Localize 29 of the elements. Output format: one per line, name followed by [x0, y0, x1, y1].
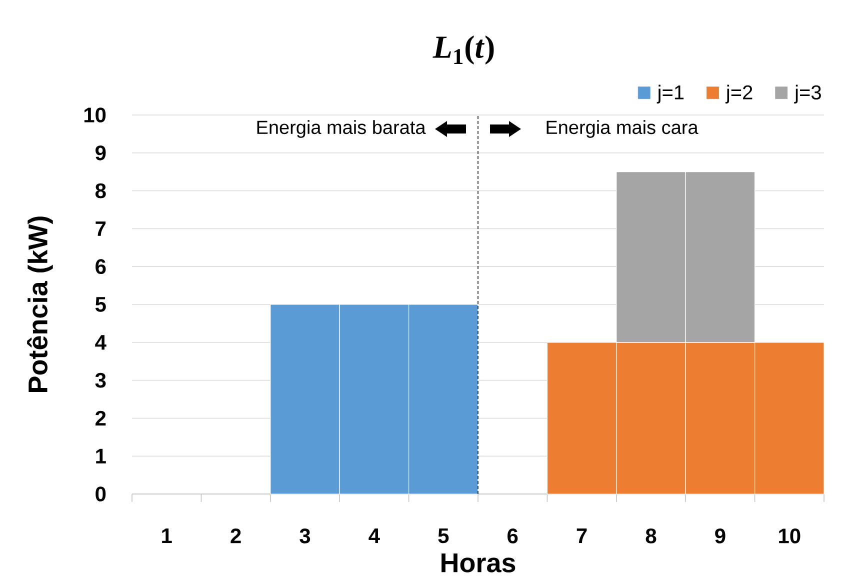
x-tick-label: 5	[438, 528, 449, 544]
y-tick-label: 5	[95, 297, 106, 312]
x-axis-title: Horas	[442, 554, 516, 572]
annotation: Energia mais cara	[546, 120, 698, 138]
x-tick-label: 3	[300, 528, 310, 544]
y-tick-label: 4	[95, 335, 106, 350]
y-axis-title: Potência (kW)	[27, 216, 53, 392]
x-tick-label: 6	[508, 528, 518, 544]
y-tick-label: 0	[96, 486, 106, 502]
annotation: Energia mais barata	[257, 120, 426, 138]
chart-title: L$_{1}$(t)	[432, 35, 494, 64]
x-tick-label: 10	[779, 528, 800, 544]
x-tick-label: 8	[646, 528, 656, 544]
x-tick-label: 2	[230, 528, 241, 544]
legend-label: j=1	[656, 84, 684, 104]
y-tick-label: 10	[84, 108, 106, 122]
y-tick-label: 1	[96, 448, 106, 464]
x-tick-label: 7	[576, 528, 587, 543]
y-tick-label: 6	[96, 259, 106, 274]
x-tick-label: 9	[715, 528, 726, 544]
y-tick-label: 2	[96, 410, 106, 426]
y-tick-label: 7	[96, 221, 106, 236]
legend-label: j=2	[725, 84, 752, 104]
x-tick-label: 1	[162, 528, 172, 543]
y-tick-label: 9	[96, 145, 106, 160]
x-tick-label: 4	[368, 528, 380, 543]
y-tick-label: 3	[95, 372, 106, 388]
legend-label: j=3	[794, 84, 821, 104]
y-tick-label: 8	[95, 183, 106, 198]
